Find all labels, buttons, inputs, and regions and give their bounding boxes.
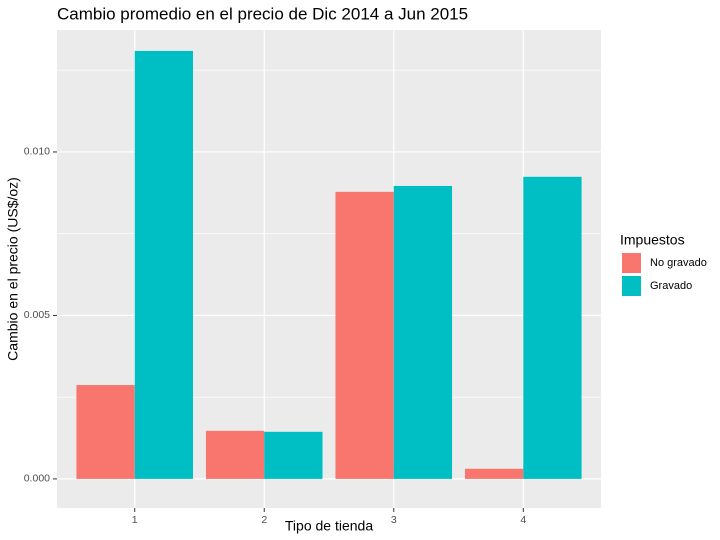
x-tick-label: 2	[261, 514, 267, 526]
bar	[134, 50, 193, 479]
y-tick-label: 0.005	[24, 309, 50, 321]
legend-key	[622, 253, 641, 273]
x-tick-label: 4	[520, 514, 526, 526]
chart-title: Cambio promedio en el precio de Dic 2014…	[57, 4, 468, 23]
bar	[523, 176, 582, 479]
y-axis-title: Cambio en el precio (US$/oz)	[5, 177, 21, 361]
legend-label: Gravado	[650, 280, 692, 292]
x-tick-label: 1	[132, 514, 138, 526]
x-axis-title: Tipo de tienda	[285, 518, 373, 534]
bar	[393, 185, 453, 479]
x-tick-label: 3	[391, 514, 397, 526]
bar	[465, 468, 524, 479]
bar	[264, 431, 323, 479]
legend-title: Impuestos	[620, 232, 685, 248]
bar	[205, 430, 265, 479]
bar	[76, 385, 135, 479]
y-tick-label: 0.000	[24, 473, 50, 485]
legend-key	[622, 276, 641, 296]
bar	[335, 191, 394, 479]
y-tick-label: 0.010	[24, 146, 50, 158]
legend-label: No gravado	[650, 257, 707, 269]
